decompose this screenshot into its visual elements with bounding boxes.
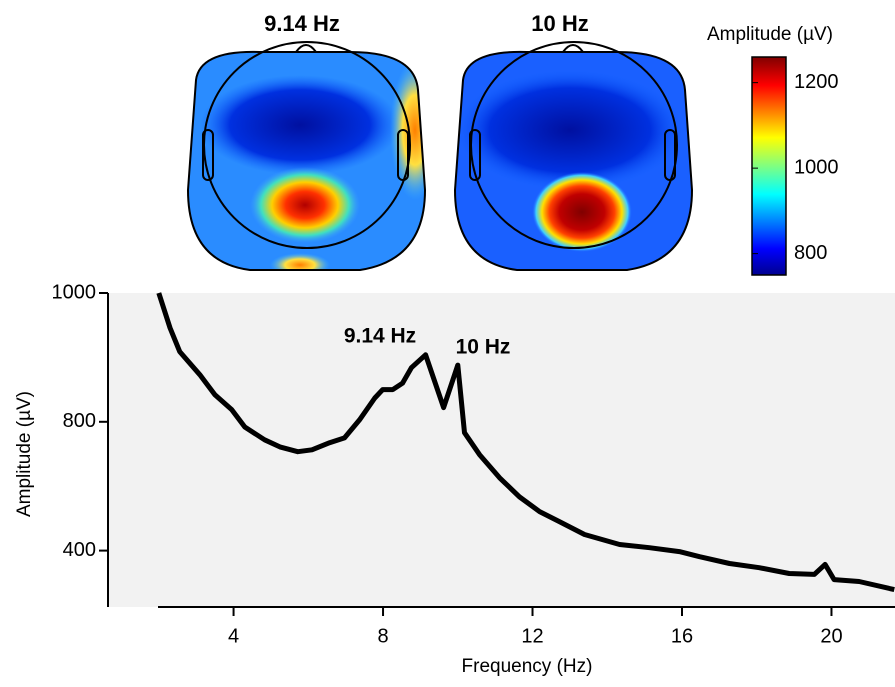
x-tick-label: 16 xyxy=(671,625,693,647)
annotation: 10 Hz xyxy=(456,336,511,359)
topomap-title: 10 Hz xyxy=(531,11,588,36)
colorbar xyxy=(751,56,787,276)
x-tick-label: 12 xyxy=(521,625,543,647)
colorbar-tick-label: 1200 xyxy=(794,71,839,93)
x-axis-label: Frequency (Hz) xyxy=(462,656,593,677)
colorbar-tick-label: 800 xyxy=(794,242,827,264)
annotation: 9.14 Hz xyxy=(344,325,416,348)
topomap-title: 9.14 Hz xyxy=(264,11,340,36)
topomap-right xyxy=(453,41,694,271)
x-tick-label: 20 xyxy=(820,625,842,647)
y-tick-label: 800 xyxy=(63,410,96,432)
topomap-left xyxy=(186,41,427,271)
x-tick-label: 4 xyxy=(228,625,239,647)
y-tick-label: 400 xyxy=(63,539,96,561)
plot-background xyxy=(108,293,895,607)
spectrum-line xyxy=(156,292,895,593)
colorbar-label: Amplitude (µV) xyxy=(707,24,833,45)
colorbar-tick-label: 1000 xyxy=(794,156,839,178)
y-tick-label: 1000 xyxy=(52,281,97,303)
x-tick-label: 8 xyxy=(377,625,388,647)
y-axis-label: Amplitude (µV) xyxy=(14,391,35,517)
